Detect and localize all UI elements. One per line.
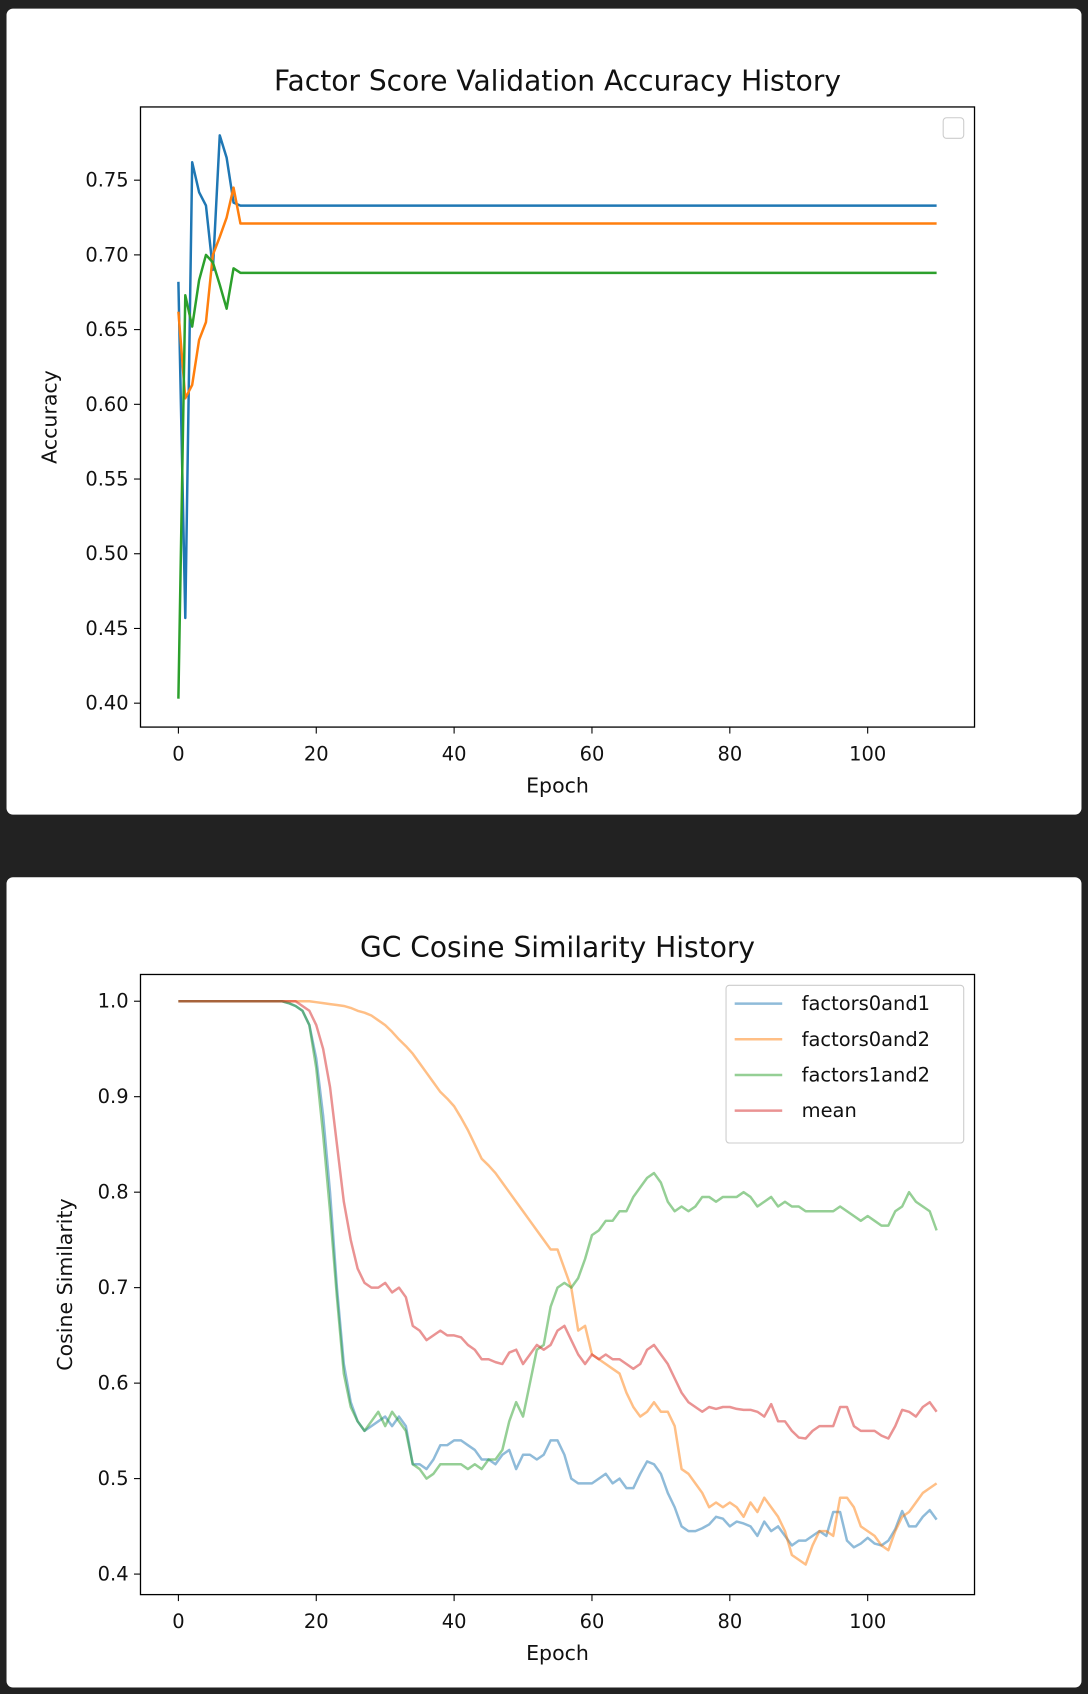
series-line bbox=[177, 186, 937, 400]
y-tick-label: 0.65 bbox=[85, 318, 128, 341]
y-tick-label: 0.45 bbox=[85, 617, 128, 640]
y-tick-label: 1.0 bbox=[98, 990, 129, 1013]
x-tick-label: 60 bbox=[580, 1610, 605, 1633]
card bbox=[6, 8, 1082, 815]
y-tick-label: 0.40 bbox=[85, 692, 128, 715]
y-tick-label: 0.4 bbox=[98, 1563, 129, 1586]
x-axis-label: Epoch bbox=[526, 1641, 589, 1665]
x-tick-label: 100 bbox=[849, 743, 886, 766]
x-tick-label: 80 bbox=[717, 743, 742, 766]
x-tick-label: 100 bbox=[849, 1610, 886, 1633]
x-axis-label: Epoch bbox=[526, 773, 589, 797]
y-tick-label: 0.9 bbox=[98, 1085, 129, 1108]
series-line bbox=[178, 999, 938, 1440]
legend-label: factors0and1 bbox=[802, 992, 930, 1015]
legend-label: factors1and2 bbox=[802, 1063, 930, 1086]
y-tick-label: 0.50 bbox=[85, 542, 128, 565]
y-tick-label: 0.60 bbox=[85, 393, 128, 416]
y-axis-label: Accuracy bbox=[38, 370, 62, 464]
legend-frame bbox=[942, 117, 965, 139]
plot-frame bbox=[139, 973, 976, 1596]
y-tick-label: 0.5 bbox=[98, 1467, 129, 1490]
x-tick-label: 80 bbox=[717, 1610, 742, 1633]
x-tick-label: 40 bbox=[442, 1610, 467, 1633]
x-tick-label: 40 bbox=[442, 743, 467, 766]
x-tick-label: 60 bbox=[580, 743, 605, 766]
y-tick-label: 0.7 bbox=[98, 1276, 129, 1299]
y-axis-label: Cosine Similarity bbox=[53, 1198, 77, 1370]
series-line bbox=[177, 134, 937, 620]
y-tick-label: 0.75 bbox=[85, 169, 128, 192]
y-tick-label: 0.6 bbox=[98, 1372, 129, 1395]
series-line bbox=[177, 253, 937, 699]
series-line bbox=[178, 999, 938, 1566]
series-line bbox=[178, 999, 938, 1480]
chart-title: GC Cosine Similarity History bbox=[360, 931, 755, 964]
plot-frame bbox=[139, 106, 976, 728]
x-tick-label: 20 bbox=[304, 743, 329, 766]
x-tick-label: 0 bbox=[172, 743, 184, 766]
legend-label: factors0and2 bbox=[802, 1028, 930, 1051]
x-tick-label: 0 bbox=[172, 1610, 184, 1633]
y-tick-label: 0.8 bbox=[98, 1181, 129, 1204]
legend-label: mean bbox=[802, 1099, 857, 1122]
x-tick-label: 20 bbox=[304, 1610, 329, 1633]
y-tick-label: 0.55 bbox=[85, 468, 128, 491]
legend-frame bbox=[725, 984, 965, 1144]
chart-title: Factor Score Validation Accuracy History bbox=[274, 65, 841, 98]
y-tick-label: 0.70 bbox=[85, 243, 128, 266]
